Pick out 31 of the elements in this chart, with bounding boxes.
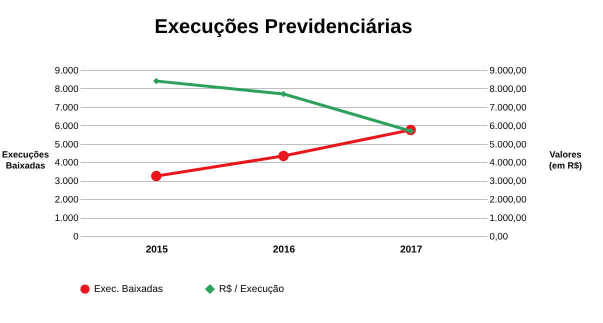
y2-tick-label: 4.000,00 [490, 158, 526, 169]
chart-title: Execuções Previdenciárias [154, 16, 412, 38]
legend-label: R$ / Execução [219, 284, 284, 296]
y-tick-label: 3.000 [54, 176, 78, 188]
y2-tick-label: 0,00 [490, 232, 508, 242]
point [278, 150, 289, 162]
y2-tick-label: 5.000,00 [490, 139, 526, 150]
y-tick-label: 2.000 [54, 194, 78, 206]
y-tick-label: 8.000 [54, 84, 78, 95]
y-tick-label: 1.000 [54, 213, 78, 224]
y-tick-label: 0 [73, 232, 78, 242]
point [151, 170, 162, 182]
x-tick-label: 2016 [272, 244, 296, 256]
y-tick-label: 7.000 [54, 102, 78, 114]
y2-tick-label: 6.000,00 [490, 120, 526, 132]
y-tick-label: 6.000 [54, 120, 78, 132]
y2-tick-label: 7.000,00 [490, 102, 526, 114]
y-tick-label: 4.000 [54, 158, 78, 169]
legend-label: Exec. Baixadas [94, 284, 163, 296]
y-axis-title: Execuções Baixadas [2, 150, 50, 170]
y-tick-label: 9.000 [54, 66, 78, 76]
y2-tick-label: 2.000,00 [490, 194, 526, 206]
x-tick-label: 2017 [400, 244, 423, 256]
x-tick-label: 2015 [146, 244, 168, 256]
y2-tick-label: 1.000,00 [490, 213, 526, 224]
y-tick-label: 5.000 [54, 139, 78, 150]
y2-tick-label: 9.000,00 [490, 66, 526, 76]
y2-axis-title: Valores (em R$) [548, 150, 582, 170]
point [153, 78, 160, 84]
y2-tick-label: 3.000,00 [490, 176, 526, 188]
y2-tick-label: 8.000,00 [490, 84, 526, 95]
